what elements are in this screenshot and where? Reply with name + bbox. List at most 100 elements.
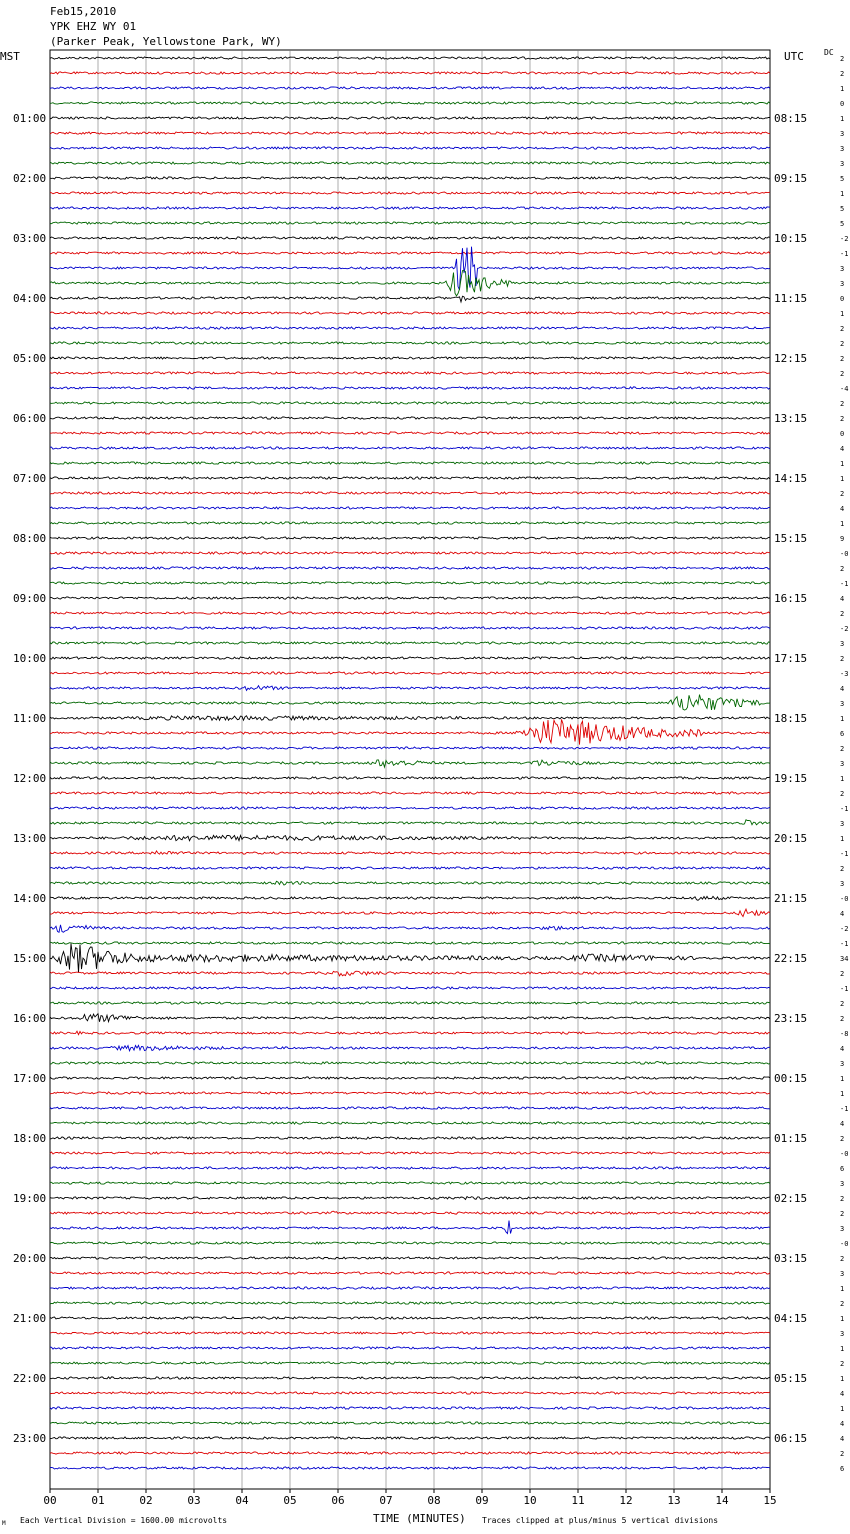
dc-offset-value: 4	[840, 1420, 844, 1428]
dc-offset-value: 3	[840, 880, 844, 888]
dc-offset-value: 2	[840, 1210, 844, 1218]
dc-offset-value: 1	[840, 115, 844, 123]
mst-hour-label: 12:00	[13, 772, 46, 785]
seismic-trace	[49, 1316, 770, 1320]
mst-hour-label: 08:00	[13, 532, 46, 545]
dc-offset-value: -1	[840, 805, 848, 813]
x-tick-label: 13	[667, 1494, 680, 1507]
dc-offset-value: 5	[840, 205, 844, 213]
seismic-trace	[49, 1406, 771, 1410]
utc-hour-label: 09:15	[774, 172, 807, 185]
dc-offset-value: 2	[840, 655, 844, 663]
seismic-trace	[49, 116, 771, 120]
seismic-trace	[49, 1361, 771, 1365]
dc-offset-value: 1	[840, 1090, 844, 1098]
mst-hour-label: 15:00	[13, 952, 46, 965]
seismic-trace	[49, 1121, 771, 1125]
dc-offset-value: 2	[840, 745, 844, 753]
dc-offset-value: -8	[840, 1030, 848, 1038]
utc-hour-label: 03:15	[774, 1252, 807, 1265]
dc-offset-value: 2	[840, 340, 844, 348]
x-tick-label: 10	[523, 1494, 536, 1507]
utc-hour-label: 15:15	[774, 532, 807, 545]
seismic-trace	[49, 386, 771, 390]
utc-hour-label: 10:15	[774, 232, 807, 245]
utc-hour-label: 22:15	[774, 952, 807, 965]
seismic-trace	[49, 684, 771, 692]
dc-offset-value: 3	[840, 1225, 844, 1233]
dc-offset-value: -3	[840, 670, 848, 678]
station-name: YPK EHZ WY 01	[50, 20, 137, 33]
seismic-trace	[49, 101, 771, 105]
seismic-trace	[50, 1181, 771, 1185]
seismic-trace	[50, 566, 771, 570]
mst-hour-label: 22:00	[13, 1372, 46, 1385]
seismic-trace	[49, 986, 771, 990]
dc-offset-value: 1	[840, 715, 844, 723]
seismic-trace	[50, 907, 771, 918]
seismic-trace	[49, 1151, 771, 1155]
mst-hour-label: 14:00	[13, 892, 46, 905]
dc-offset-header: DC	[824, 48, 834, 57]
seismic-trace	[49, 1061, 771, 1065]
mst-hour-label: 09:00	[13, 592, 46, 605]
x-tick-label: 01	[91, 1494, 104, 1507]
seismic-trace	[49, 191, 771, 195]
plot-date: Feb15,2010	[50, 5, 117, 18]
seismic-trace	[49, 1220, 771, 1235]
x-tick-label: 05	[283, 1494, 296, 1507]
seismic-trace	[49, 221, 771, 225]
seismic-trace	[49, 206, 770, 210]
seismic-trace	[49, 476, 771, 480]
seismic-trace	[49, 1030, 771, 1036]
dc-offset-value: 2	[840, 70, 844, 78]
utc-hour-label: 08:15	[774, 112, 807, 125]
dc-offset-value: 4	[840, 910, 844, 918]
seismic-trace	[49, 714, 771, 722]
utc-hour-label: 05:15	[774, 1372, 807, 1385]
seismic-trace	[49, 1346, 771, 1350]
seismic-trace	[49, 581, 771, 585]
x-tick-label: 09	[475, 1494, 488, 1507]
dc-offset-value: 3	[840, 640, 844, 648]
mst-hour-label: 06:00	[13, 412, 46, 425]
seismic-trace	[49, 1421, 771, 1425]
station-location: (Parker Peak, Yellowstone Park, WY)	[50, 35, 282, 48]
seismic-trace	[49, 596, 771, 600]
dc-offset-value: 3	[840, 1330, 844, 1338]
dc-offset-value: -2	[840, 235, 848, 243]
dc-offset-value: 3	[840, 265, 844, 273]
dc-offset-value: 4	[840, 505, 844, 513]
seismic-trace	[49, 446, 771, 450]
dc-offset-value: 1	[840, 1375, 844, 1383]
mst-hour-label: 02:00	[13, 172, 46, 185]
dc-offset-value: 4	[840, 595, 844, 603]
dc-offset-value: -1	[840, 940, 848, 948]
seismic-trace	[49, 850, 771, 855]
dc-offset-value: 2	[840, 970, 844, 978]
dc-offset-value: 1	[840, 85, 844, 93]
utc-hour-label: 21:15	[774, 892, 807, 905]
dc-offset-value: -4	[840, 385, 848, 393]
utc-hour-label: 19:15	[774, 772, 807, 785]
seismic-trace	[49, 1106, 771, 1110]
dc-offset-value: 0	[840, 100, 844, 108]
x-tick-label: 03	[187, 1494, 200, 1507]
dc-offset-value: 1	[840, 520, 844, 528]
seismic-trace	[50, 1436, 771, 1440]
seismic-trace	[49, 311, 771, 315]
dc-offset-value: 2	[840, 790, 844, 798]
utc-hour-label: 16:15	[774, 592, 807, 605]
seismic-trace	[49, 1256, 771, 1260]
mst-hour-label: 13:00	[13, 832, 46, 845]
right-timezone-label: UTC	[784, 50, 804, 63]
seismic-trace	[49, 866, 771, 870]
dc-offset-value: 2	[840, 610, 844, 618]
dc-offset-value: 1	[840, 1075, 844, 1083]
dc-offset-value: 2	[840, 865, 844, 873]
seismic-trace	[49, 236, 771, 240]
seismic-trace	[49, 521, 770, 525]
seismic-trace	[49, 611, 771, 615]
dc-offset-value: 1	[840, 835, 844, 843]
dc-offset-value: 6	[840, 1165, 844, 1173]
